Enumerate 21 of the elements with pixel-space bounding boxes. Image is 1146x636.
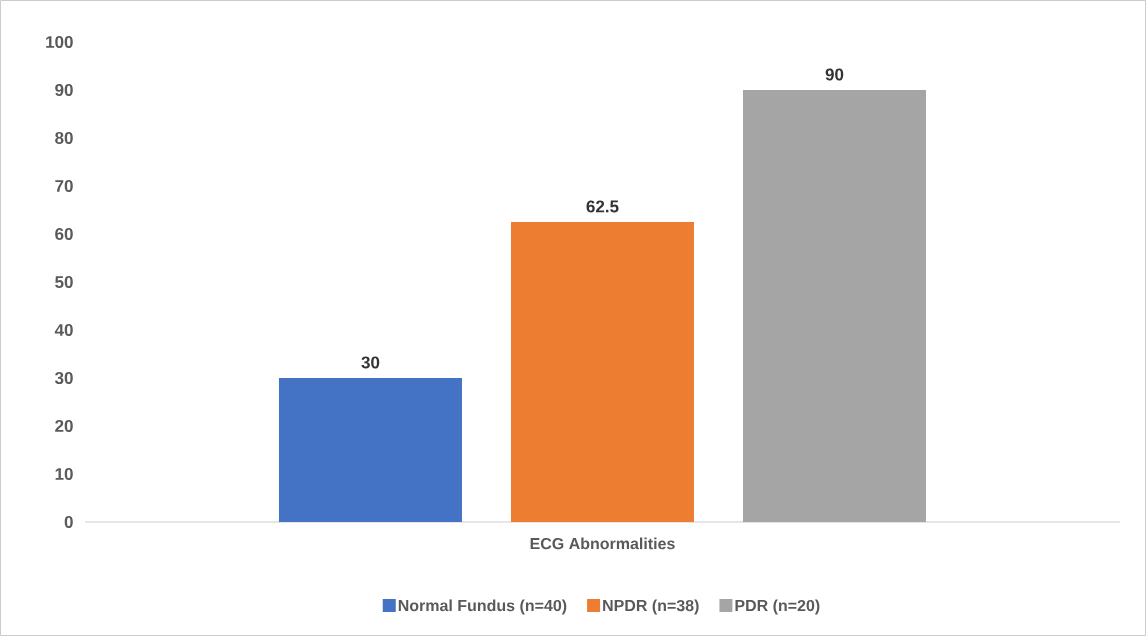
data-label: 90 [825,68,844,81]
y-tick-label: 10 [55,467,73,481]
legend-label: PDR (n=20) [735,599,820,615]
y-tick-label: 100 [46,35,73,49]
x-tick-label: ECG Abnormalities [530,537,675,550]
bar [278,378,462,522]
y-tick-label: 50 [55,275,73,289]
y-tick-label: 40 [54,323,73,337]
bar [742,90,926,522]
y-tick-label: 20 [55,419,73,433]
legend-label: NPDR (n=38) [603,599,699,615]
y-tick-label: 70 [55,179,73,193]
legend-label: Normal Fundus (n=40) [398,599,567,615]
y-tick-label: 60 [55,227,73,241]
data-label: 62.5 [586,200,619,213]
y-tick-label: 30 [54,371,73,385]
y-tick-label: 0 [64,515,73,529]
bar [510,222,694,522]
y-tick-label: 90 [55,83,73,97]
data-label: 30 [361,356,380,369]
y-tick-label: 80 [55,131,73,145]
